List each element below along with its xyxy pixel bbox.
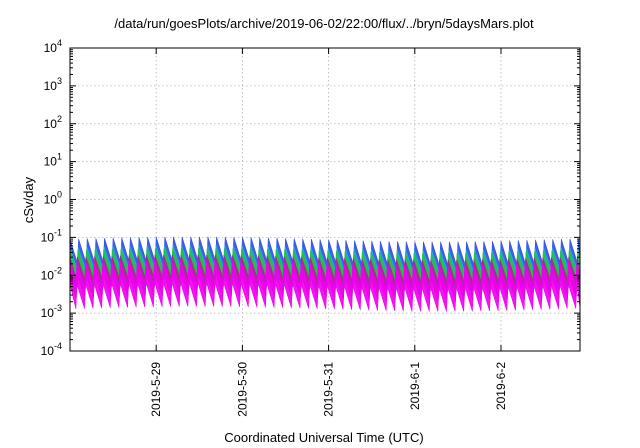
y-tick-label: 100 — [44, 190, 62, 207]
x-tick-label: 2019-6-2 — [494, 362, 508, 410]
y-tick-label: 10-2 — [41, 265, 62, 282]
y-tick-label: 104 — [44, 38, 62, 55]
x-tick-label: 2019-5-30 — [235, 362, 249, 417]
x-tick-label: 2019-5-29 — [149, 362, 163, 417]
data-series — [69, 236, 581, 312]
chart-title: /data/run/goesPlots/archive/2019-06-02/2… — [114, 16, 534, 31]
y-tick-label: 103 — [44, 76, 62, 93]
y-tick-label: 10-3 — [41, 303, 62, 320]
y-tick-label: 101 — [44, 152, 62, 169]
x-tick-label: 2019-6-1 — [408, 362, 422, 410]
y-tick-label: 10-1 — [41, 227, 62, 244]
y-axis-label: cSv/day — [21, 176, 36, 223]
y-tick-label: 102 — [44, 114, 62, 131]
y-tick-label: 10-4 — [41, 341, 62, 358]
ticks: 10-4 10-3 10-2 10-1 100 101 102 103 104 2019-5-29… — [41, 38, 580, 417]
x-axis-label: Coordinated Universal Time (UTC) — [224, 430, 423, 445]
x-tick-label: 2019-5-31 — [322, 362, 336, 417]
